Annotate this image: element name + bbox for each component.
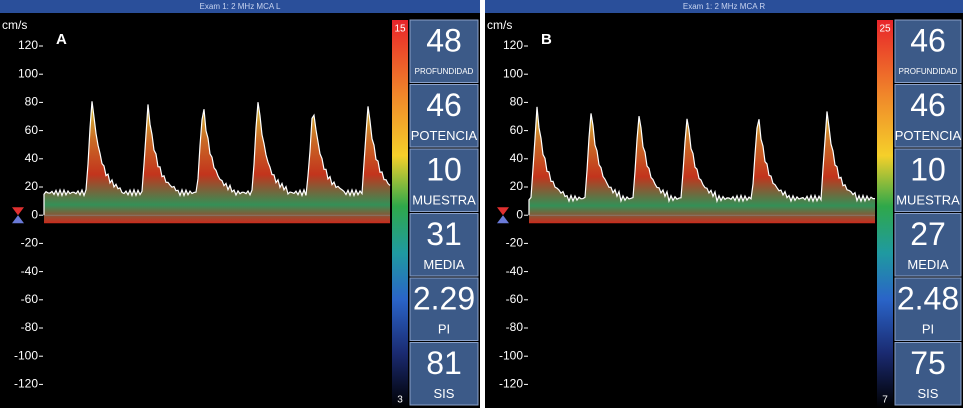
readout-label: MEDIA xyxy=(423,257,465,272)
axis-label: 60 xyxy=(25,123,39,137)
readout-value: 10 xyxy=(910,151,946,187)
readout-value: 27 xyxy=(910,216,946,252)
unit-label: cm/s xyxy=(487,18,512,32)
axis-label: -80 xyxy=(506,320,524,334)
readout-label: MEDIA xyxy=(907,257,949,272)
axis-label: -20 xyxy=(506,236,524,250)
panel-label: A xyxy=(56,31,67,48)
scale-bottom: 3 xyxy=(397,395,403,406)
axis-label: -20 xyxy=(21,236,39,250)
readout-label: PROFUNDIDAD xyxy=(415,67,474,76)
axis-label: 100 xyxy=(18,66,38,80)
header-text: Exam 1: 2 MHz MCA L xyxy=(200,2,281,11)
doppler-panel: Exam 1: 2 MHz MCA L cm/s A 120 100 80 60 40 20 0 -… xyxy=(0,0,480,408)
header-text: Exam 1: 2 MHz MCA R xyxy=(683,2,765,11)
readout-value: 2.29 xyxy=(413,280,475,316)
axis-label: 40 xyxy=(25,151,39,165)
axis-label: 20 xyxy=(510,179,524,193)
doppler-panel: Exam 1: 2 MHz MCA R cm/s B 120 100 80 60 40 20 0 -… xyxy=(485,0,963,408)
screenshot: Exam 1: 2 MHz MCA Lcm/sA120100806040200-… xyxy=(0,0,963,408)
axis-label: 100 xyxy=(503,66,523,80)
unit-label: cm/s xyxy=(2,18,27,32)
axis-label: 0 xyxy=(31,207,38,221)
readout-label: POTENCIA xyxy=(411,128,478,143)
readout-value: 31 xyxy=(426,216,462,252)
axis-label: 120 xyxy=(503,38,523,52)
readout-value: 75 xyxy=(910,345,946,381)
axis-label: 60 xyxy=(510,123,524,137)
readout-label: SIS xyxy=(434,386,455,401)
color-scale xyxy=(877,20,893,408)
readout-label: POTENCIA xyxy=(895,128,962,143)
readout-label: SIS xyxy=(918,386,939,401)
axis-label: -40 xyxy=(21,264,39,278)
axis-label: -60 xyxy=(21,292,39,306)
readout-label: PI xyxy=(438,321,450,336)
axis-label: -100 xyxy=(499,348,523,362)
axis-label: 120 xyxy=(18,38,38,52)
scale-top: 25 xyxy=(879,24,891,35)
readout-label: PI xyxy=(922,321,934,336)
readout-value: 10 xyxy=(426,151,462,187)
axis-label: 80 xyxy=(510,95,524,109)
readout-label: PROFUNDIDAD xyxy=(899,67,958,76)
axis-label: -120 xyxy=(14,377,38,391)
readout-value: 46 xyxy=(426,87,462,123)
axis-label: -80 xyxy=(21,320,39,334)
readout-label: MUESTRA xyxy=(412,192,476,207)
color-scale xyxy=(392,20,408,408)
scale-top: 15 xyxy=(394,24,406,35)
panel-label: B xyxy=(541,31,552,48)
readout-value: 46 xyxy=(910,87,946,123)
scale-bottom: 7 xyxy=(882,395,888,406)
axis-label: -60 xyxy=(506,292,524,306)
readout-value: 2.48 xyxy=(897,280,959,316)
readout-value: 48 xyxy=(426,22,462,58)
axis-label: 0 xyxy=(516,207,523,221)
axis-label: 80 xyxy=(25,95,39,109)
readout-label: MUESTRA xyxy=(896,192,960,207)
axis-label: -40 xyxy=(506,264,524,278)
readout-value: 46 xyxy=(910,22,946,58)
axis-label: 20 xyxy=(25,179,39,193)
axis-label: -100 xyxy=(14,348,38,362)
axis-label: 40 xyxy=(510,151,524,165)
readout-value: 81 xyxy=(426,345,462,381)
axis-label: -120 xyxy=(499,377,523,391)
